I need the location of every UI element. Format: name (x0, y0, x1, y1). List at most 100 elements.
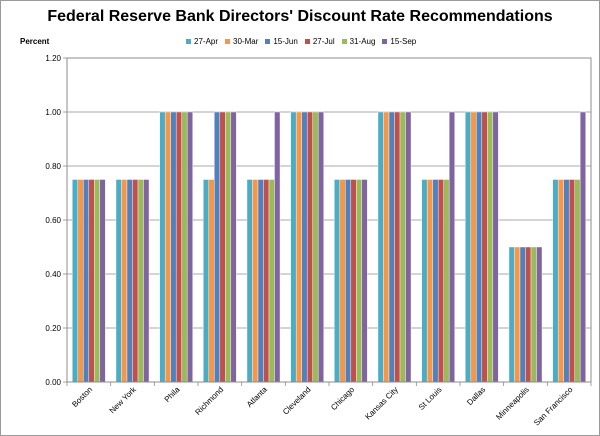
bar (208, 179, 215, 383)
bar (481, 111, 488, 383)
legend-label: 30-Mar (233, 37, 259, 46)
bar (465, 111, 472, 383)
bar (219, 111, 226, 383)
bar (339, 179, 346, 383)
bar (83, 179, 90, 383)
legend-swatch (341, 39, 347, 44)
bar (214, 111, 221, 383)
bar (383, 111, 390, 383)
bar (574, 179, 581, 383)
bar (257, 179, 264, 383)
bar (175, 111, 182, 383)
bar (536, 246, 543, 383)
legend: 27-Apr 30-Mar 15-Jun 27-Jul 31-Aug 15-Sep (186, 37, 416, 46)
bar (143, 179, 150, 383)
bar (230, 111, 237, 383)
legend-item: 27-Apr (186, 37, 218, 46)
y-tick-label: 1.00 (45, 108, 61, 117)
x-tick-label: New York (108, 384, 139, 415)
bar (159, 111, 166, 383)
y-tick-label: 0.80 (45, 162, 61, 171)
x-tick-label: Chicago (329, 385, 357, 413)
bar (492, 111, 499, 383)
bar (274, 111, 281, 383)
bar (186, 111, 193, 383)
y-axis-title: Percent (20, 37, 50, 46)
bar (203, 179, 210, 383)
bar (552, 179, 559, 383)
x-tick-label: San Francisco (532, 385, 575, 428)
bar (487, 111, 494, 383)
bar (334, 179, 341, 383)
x-tick-label: Richmond (193, 385, 225, 417)
y-tick-label: 0.20 (45, 324, 61, 333)
legend-item: 30-Mar (225, 37, 258, 46)
legend-label: 27-Jul (312, 37, 335, 46)
x-tick-label: Atlanta (245, 385, 269, 409)
bar (437, 179, 444, 383)
bar (579, 111, 586, 383)
bar (317, 111, 324, 383)
bar (115, 179, 122, 383)
x-tick-label: Cleveland (281, 385, 313, 417)
bar (301, 111, 308, 383)
legend-item: 15-Jun (265, 37, 298, 46)
bar (268, 179, 275, 383)
bar (432, 179, 439, 383)
bar (164, 111, 171, 383)
bar (99, 179, 106, 383)
bar (77, 179, 84, 383)
bar (137, 179, 144, 383)
y-tick-label: 1.20 (45, 54, 61, 63)
legend-item: 27-Jul (304, 37, 335, 46)
bar (295, 111, 302, 383)
bar (121, 179, 128, 383)
bar (225, 111, 232, 383)
bar (252, 179, 259, 383)
bar (448, 111, 455, 383)
bar (421, 179, 428, 383)
legend-swatch (265, 39, 271, 44)
bar (126, 179, 133, 383)
bar (312, 111, 319, 383)
bar (94, 179, 101, 383)
bar (470, 111, 477, 383)
legend-label: 27-Apr (194, 37, 219, 46)
bar (361, 179, 368, 383)
legend-item: 31-Aug (341, 37, 375, 46)
bar (350, 179, 357, 383)
bar (519, 246, 526, 383)
y-tick-label: 0.40 (45, 270, 61, 279)
y-tick-label: 0.00 (45, 378, 61, 387)
legend-swatch (382, 39, 388, 44)
bar (388, 111, 395, 383)
bar (170, 111, 177, 383)
x-tick-label: Kansas City (363, 385, 400, 422)
bar (394, 111, 401, 383)
bar (246, 179, 253, 383)
bar (306, 111, 313, 383)
legend-swatch (225, 39, 231, 44)
legend-label: 15-Sep (390, 37, 417, 46)
bar (525, 246, 532, 383)
bar (443, 179, 450, 383)
bar (476, 111, 483, 383)
bar (345, 179, 352, 383)
bar (399, 111, 406, 383)
legend-swatch (304, 39, 310, 44)
legend-swatch (186, 39, 191, 44)
x-tick-label: Dallas (465, 385, 487, 407)
y-tick-label: 0.60 (45, 216, 61, 225)
bar (72, 179, 79, 383)
bar (356, 179, 363, 383)
x-tick-label: Boston (70, 385, 94, 409)
bar (530, 246, 537, 383)
bar (426, 179, 433, 383)
bar (563, 179, 570, 383)
bar (263, 179, 270, 383)
bar (568, 179, 575, 383)
bar (557, 179, 564, 383)
bar (514, 246, 521, 383)
x-tick-label: Phila (163, 385, 182, 404)
chart-title: Federal Reserve Bank Directors' Discount… (47, 8, 553, 25)
